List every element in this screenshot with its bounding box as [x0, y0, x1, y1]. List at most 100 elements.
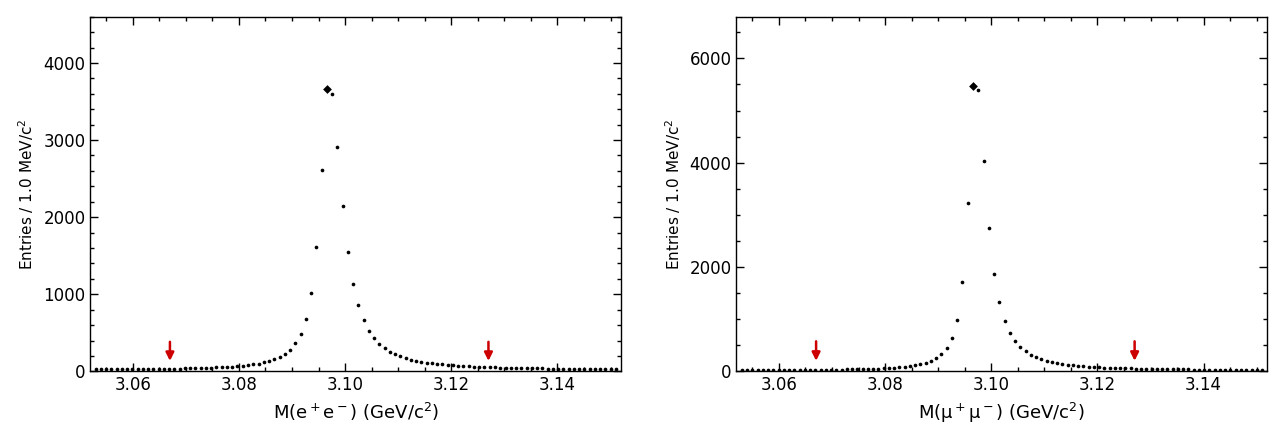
- Point: [458, 363, 479, 370]
- Point: [1215, 366, 1235, 373]
- Point: [559, 365, 579, 372]
- Point: [569, 366, 589, 373]
- Point: [742, 367, 763, 374]
- Point: [295, 315, 316, 322]
- Point: [1210, 366, 1230, 373]
- Point: [989, 299, 1009, 306]
- Point: [601, 366, 621, 373]
- Point: [375, 345, 395, 352]
- Point: [1046, 359, 1067, 366]
- Point: [516, 365, 537, 372]
- Point: [1016, 348, 1036, 355]
- Point: [815, 366, 836, 373]
- Point: [1167, 366, 1188, 373]
- Point: [154, 366, 175, 373]
- Point: [1089, 364, 1109, 371]
- Point: [1152, 366, 1172, 373]
- Point: [1194, 366, 1215, 373]
- Point: [589, 366, 610, 373]
- Point: [1179, 366, 1199, 373]
- Point: [847, 366, 868, 373]
- Point: [905, 362, 926, 369]
- Point: [773, 366, 794, 373]
- Point: [265, 356, 285, 363]
- Point: [1162, 366, 1183, 373]
- Point: [921, 358, 941, 365]
- Point: [1225, 366, 1245, 373]
- Point: [584, 366, 605, 373]
- Point: [594, 366, 615, 373]
- Point: [763, 366, 783, 373]
- Point: [353, 317, 374, 324]
- Point: [1220, 366, 1240, 373]
- Point: [1109, 365, 1130, 372]
- Point: [973, 157, 994, 164]
- Point: [232, 362, 253, 369]
- Point: [338, 248, 358, 255]
- Point: [343, 280, 363, 287]
- Point: [496, 364, 516, 371]
- Point: [953, 279, 973, 286]
- Point: [464, 363, 484, 370]
- Point: [1057, 361, 1077, 368]
- Point: [1021, 351, 1041, 358]
- Point: [737, 367, 758, 374]
- Point: [579, 366, 600, 373]
- Point: [1084, 363, 1104, 370]
- Point: [243, 361, 263, 368]
- Point: [390, 353, 411, 360]
- Point: [180, 365, 200, 372]
- Point: [421, 360, 442, 367]
- Point: [122, 366, 143, 373]
- Point: [1121, 365, 1141, 372]
- Point: [101, 366, 122, 373]
- Point: [238, 362, 258, 369]
- Point: [1041, 358, 1062, 366]
- Point: [227, 363, 248, 370]
- Point: [1104, 365, 1125, 372]
- Point: [195, 364, 216, 371]
- Point: [506, 364, 526, 371]
- Point: [91, 366, 112, 373]
- Point: [805, 366, 826, 373]
- Point: [820, 366, 841, 373]
- X-axis label: M(e$^+$e$^-$) (GeV/c$^2$): M(e$^+$e$^-$) (GeV/c$^2$): [272, 401, 439, 423]
- Point: [1131, 365, 1152, 372]
- Point: [149, 366, 169, 373]
- Point: [889, 364, 909, 371]
- Point: [915, 359, 936, 366]
- Point: [1036, 357, 1057, 364]
- Point: [1231, 366, 1252, 373]
- Point: [453, 362, 474, 370]
- Point: [1157, 366, 1177, 373]
- Point: [369, 341, 389, 348]
- Point: [96, 366, 117, 373]
- Point: [984, 270, 1004, 277]
- Point: [931, 351, 951, 358]
- Point: [958, 200, 978, 207]
- Point: [1236, 366, 1257, 373]
- Y-axis label: Entries / 1.0 MeV/c$^2$: Entries / 1.0 MeV/c$^2$: [17, 118, 36, 270]
- Point: [385, 351, 406, 358]
- Point: [564, 365, 584, 372]
- Point: [606, 366, 627, 373]
- Point: [212, 364, 232, 371]
- Point: [112, 366, 132, 373]
- Point: [526, 365, 547, 372]
- Point: [248, 360, 268, 367]
- Point: [190, 365, 211, 372]
- Point: [1031, 356, 1052, 363]
- Point: [433, 361, 453, 368]
- Point: [1126, 365, 1147, 372]
- Point: [883, 364, 904, 371]
- Point: [978, 225, 999, 232]
- Point: [1189, 366, 1210, 373]
- Point: [1099, 364, 1120, 371]
- Point: [574, 366, 594, 373]
- Point: [521, 365, 542, 372]
- Point: [1147, 366, 1167, 373]
- Point: [963, 82, 984, 89]
- Point: [895, 363, 915, 370]
- Point: [259, 358, 280, 365]
- Point: [1011, 343, 1031, 351]
